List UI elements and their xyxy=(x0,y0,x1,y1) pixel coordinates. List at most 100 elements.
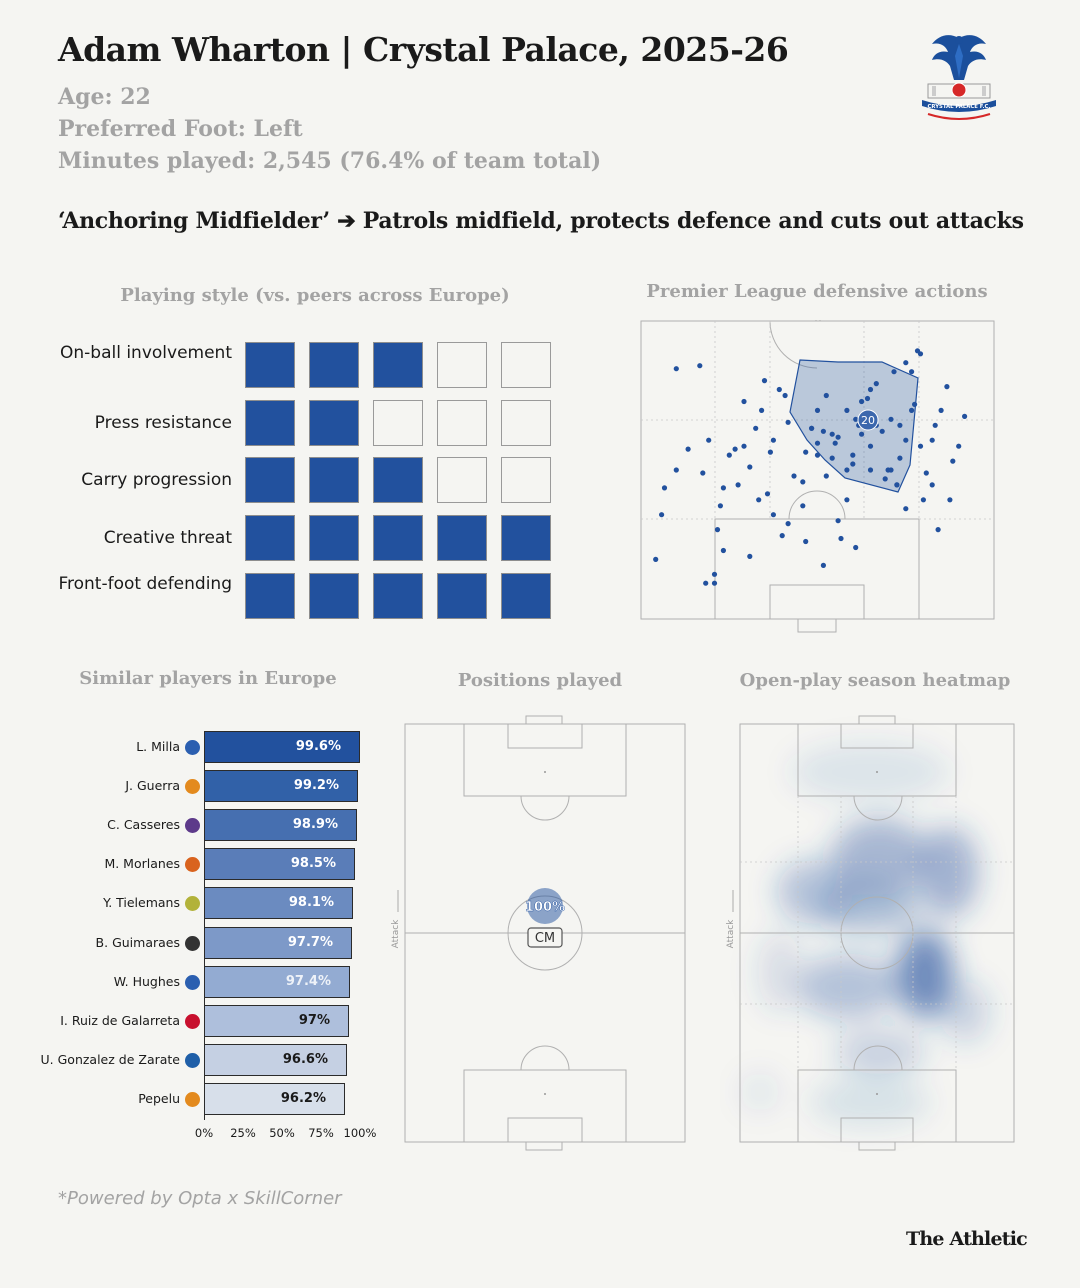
heatmap-attack-label: Attack xyxy=(726,919,736,949)
defensive-action-point xyxy=(909,407,915,413)
defensive-action-point xyxy=(859,431,865,437)
heatmap-title: Open-play season heatmap xyxy=(739,670,1011,691)
style-square xyxy=(245,342,295,388)
defensive-action-point xyxy=(914,348,921,354)
defensive-action-point xyxy=(697,363,703,369)
defensive-action-point xyxy=(703,580,709,586)
defensive-action-point xyxy=(803,538,809,545)
defensive-action-point xyxy=(903,360,909,366)
defensive-action-point xyxy=(761,378,768,384)
defensive-action-point xyxy=(962,413,968,419)
defensive-action-point xyxy=(850,461,856,467)
similar-player-name: C. Casseres xyxy=(107,817,180,833)
defensive-action-point xyxy=(879,428,885,434)
heat-blobs xyxy=(740,742,989,1127)
valencia-badge-icon xyxy=(185,1091,200,1107)
defensive-action-point xyxy=(726,452,732,458)
defensive-action-point xyxy=(859,398,865,405)
crystal-palace-crest-icon: CRYSTAL PALACE F.C. xyxy=(918,30,1000,126)
similar-player-value: 98.9% xyxy=(292,817,338,833)
attack-label: Attack xyxy=(391,919,401,949)
defensive-action-point xyxy=(785,419,791,425)
similar-player-value: 97.7% xyxy=(287,934,333,950)
similar-player-value: 96.6% xyxy=(282,1051,328,1067)
similar-axis-tick: 100% xyxy=(343,1126,377,1140)
similar-player-name: M. Morlanes xyxy=(104,856,180,872)
athletic-club-badge-icon xyxy=(185,1013,200,1029)
mallorca-badge-icon xyxy=(185,857,200,873)
defensive-action-point xyxy=(714,527,721,533)
similar-player-name: Pepelu xyxy=(138,1090,180,1106)
defensive-action-point xyxy=(706,437,712,443)
defensive-action-point xyxy=(747,464,753,470)
defensive-action-point xyxy=(803,449,809,455)
defensive-action-point xyxy=(832,440,838,446)
defensive-action-point xyxy=(659,512,665,518)
valencia-badge-icon xyxy=(185,779,200,795)
positions-played-title: Positions played xyxy=(457,670,623,691)
style-square xyxy=(501,400,551,446)
toulouse-badge-icon xyxy=(185,818,200,834)
defensive-action-point xyxy=(873,381,879,387)
defensive-action-point xyxy=(717,503,723,509)
defensive-action-point xyxy=(835,518,841,524)
defensive-action-point xyxy=(888,416,894,422)
style-square xyxy=(373,573,423,619)
action-area-polygon xyxy=(789,359,919,493)
defensive-action-point xyxy=(823,473,829,479)
defensive-action-point xyxy=(814,440,821,446)
similar-player-name: L. Milla xyxy=(136,739,180,754)
similar-player-name: B. Guimaraes xyxy=(95,934,180,950)
footnote: *Powered by Opta x SkillCorner xyxy=(58,1188,342,1209)
total-actions-label: 20 xyxy=(861,414,875,427)
defensive-action-point xyxy=(835,434,841,440)
total-actions-marker xyxy=(857,409,879,431)
similar-player-value: 98.1% xyxy=(288,895,334,911)
defensive-action-point xyxy=(814,452,821,458)
style-square xyxy=(309,515,359,561)
newcastle-badge-icon xyxy=(185,935,200,951)
defensive-action-point xyxy=(764,491,771,497)
style-square xyxy=(245,573,295,619)
style-square xyxy=(245,457,295,503)
similar-axis-tick: 75% xyxy=(308,1126,334,1140)
style-square xyxy=(373,457,423,503)
defensive-action-point xyxy=(947,497,953,503)
defensive-action-point xyxy=(767,449,773,455)
defensive-action-point xyxy=(741,443,747,449)
defensive-action-point xyxy=(912,401,918,407)
crest-text: CRYSTAL PALACE F.C. xyxy=(928,104,991,110)
defensive-action-point xyxy=(929,437,935,443)
similar-players-title: Similar players in Europe xyxy=(79,668,337,689)
defensive-action-point xyxy=(685,446,691,452)
defensive-action-point xyxy=(950,458,956,464)
defensive-action-point xyxy=(785,521,791,527)
similar-axis-tick: 25% xyxy=(230,1126,256,1140)
defensive-action-point xyxy=(814,407,821,413)
defensive-action-point xyxy=(903,437,909,443)
similar-player-bar: 96.2% xyxy=(204,1082,345,1115)
espanyol-badge-icon xyxy=(185,1052,200,1068)
defensive-action-point xyxy=(838,535,844,542)
similar-axis-line xyxy=(204,735,205,1120)
style-square xyxy=(373,342,423,388)
style-square xyxy=(245,515,295,561)
defensive-action-point xyxy=(897,422,903,428)
style-square xyxy=(501,457,551,503)
defensive-action-point xyxy=(891,369,897,375)
defensive-action-point xyxy=(653,556,659,562)
style-square xyxy=(309,400,359,446)
similar-axis-tick: 0% xyxy=(194,1126,214,1140)
defensive-action-point xyxy=(720,485,726,491)
style-square xyxy=(437,515,487,561)
defensive-action-point xyxy=(882,476,888,482)
aston-villa-badge-icon xyxy=(185,896,200,912)
similar-player-value: 99.6% xyxy=(295,739,341,754)
defensive-action-point xyxy=(800,503,806,509)
similar-player-name: W. Hughes xyxy=(113,973,180,989)
defensive-action-point xyxy=(820,428,826,434)
style-square xyxy=(501,515,551,561)
style-square xyxy=(309,573,359,619)
style-square xyxy=(437,342,487,388)
brand-logo: The Athletic xyxy=(906,1228,1028,1250)
